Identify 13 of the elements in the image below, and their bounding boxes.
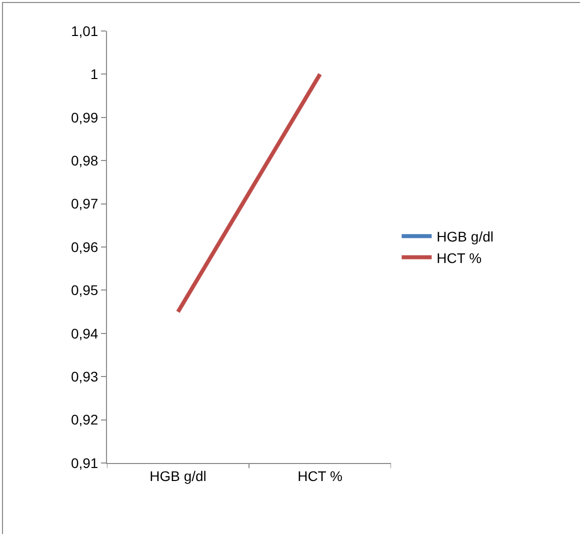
y-tick-label: 0,93 <box>70 368 98 384</box>
y-tick-label: 0,97 <box>70 196 98 212</box>
y-tick-label: 0,92 <box>70 412 98 428</box>
y-tick-label: 0,98 <box>70 152 98 168</box>
legend-label: HGB g/dl <box>436 228 494 245</box>
y-tick-label: 1 <box>90 66 98 82</box>
legend-label: HCT % <box>436 250 482 266</box>
y-tick-label: 0,95 <box>70 282 98 298</box>
y-tick-label: 0,91 <box>70 454 98 471</box>
y-tick-label: 1,01 <box>70 22 98 39</box>
y-tick-label: 0,99 <box>70 109 98 126</box>
y-tick-label: 0,94 <box>70 325 98 342</box>
y-tick-label: 0,96 <box>70 238 98 255</box>
